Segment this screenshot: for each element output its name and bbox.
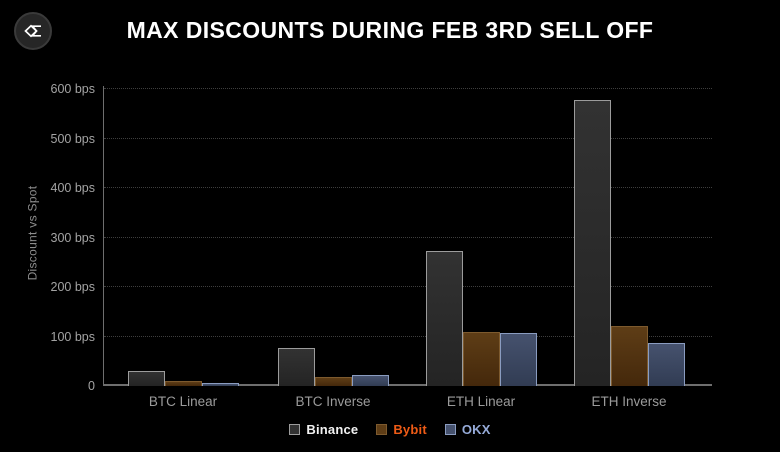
bar-okx-btc-inverse[interactable] [351,374,389,386]
bar-binance-btc-linear[interactable] [127,371,165,386]
legend-item-binance[interactable]: Binance [289,422,358,437]
x-label-btc-linear: BTC Linear [148,394,218,409]
legend-item-bybit[interactable]: Bybit [376,422,427,437]
grid-line-100 [104,335,712,337]
legend-label-bybit: Bybit [393,422,427,437]
y-tick-100: 100 bps [50,329,95,344]
y-tick-600: 600 bps [50,82,95,96]
bar-binance-eth-inverse[interactable] [573,99,611,386]
y-axis-tick-labels: 100 bps 200 bps 300 bps 400 bps 500 bps 600 b… [0,80,95,393]
grid-line-300 [104,236,712,238]
y-tick-0: 0 [88,379,95,393]
chart-title: MAX DISCOUNTS DURING FEB 3RD SELL OFF [126,17,654,43]
grid-line-400 [104,187,712,188]
legend: Binance Bybit OKX [0,422,780,437]
grid-line-200 [104,286,712,287]
x-label-btc-inverse: BTC Inverse [295,394,371,409]
legend-item-okx[interactable]: OKX [444,422,491,437]
bar-bybit-btc-inverse[interactable] [314,376,352,386]
x-axis-line [103,384,712,386]
bar-okx-btc-linear[interactable] [201,382,239,386]
y-tick-200: 200 bps [50,280,95,294]
legend-label-okx: OKX [461,422,491,437]
bar-binance-eth-linear[interactable] [425,250,463,386]
x-axis-category-labels: BTC Linear BTC Inverse ETH Linear ETH Inver… [103,394,712,414]
grid-line-500 [104,137,712,139]
bar-bybit-btc-linear[interactable] [164,380,202,386]
legend-swatch-binance [289,424,301,435]
bar-okx-eth-linear[interactable] [499,333,537,386]
legend-swatch-okx [444,424,456,435]
bar-bybit-eth-inverse[interactable] [610,325,648,386]
plot-area [103,80,712,386]
bar-binance-btc-inverse[interactable] [277,347,315,386]
sigma-diamond-icon [24,24,41,38]
y-tick-500: 500 bps [50,131,95,146]
brand-logo [14,12,52,50]
bar-bybit-eth-linear[interactable] [462,331,500,386]
y-tick-300: 300 bps [50,230,95,245]
x-label-eth-inverse: ETH Inverse [591,394,667,409]
bar-okx-eth-inverse[interactable] [647,343,685,386]
y-axis-line [103,86,104,386]
x-label-eth-linear: ETH Linear [446,394,516,409]
y-tick-400: 400 bps [50,181,95,195]
legend-swatch-bybit [376,424,388,435]
grid-line-600 [104,88,712,89]
legend-label-binance: Binance [306,422,359,437]
